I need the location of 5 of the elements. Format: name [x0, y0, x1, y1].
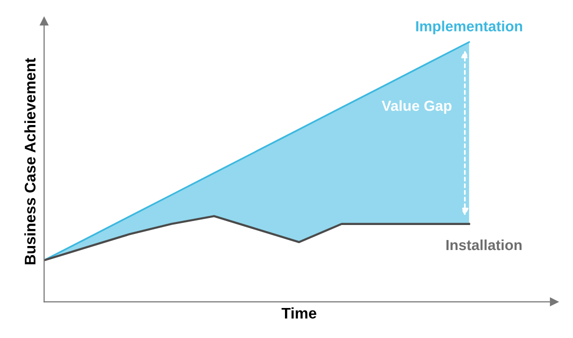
x-axis-title: Time: [282, 307, 316, 319]
y-axis-title: Business Case Achievement: [24, 58, 36, 264]
annotation: Value Gap: [382, 100, 452, 114]
series-label: Implementation: [416, 20, 522, 34]
series-label: Installation: [446, 239, 522, 250]
